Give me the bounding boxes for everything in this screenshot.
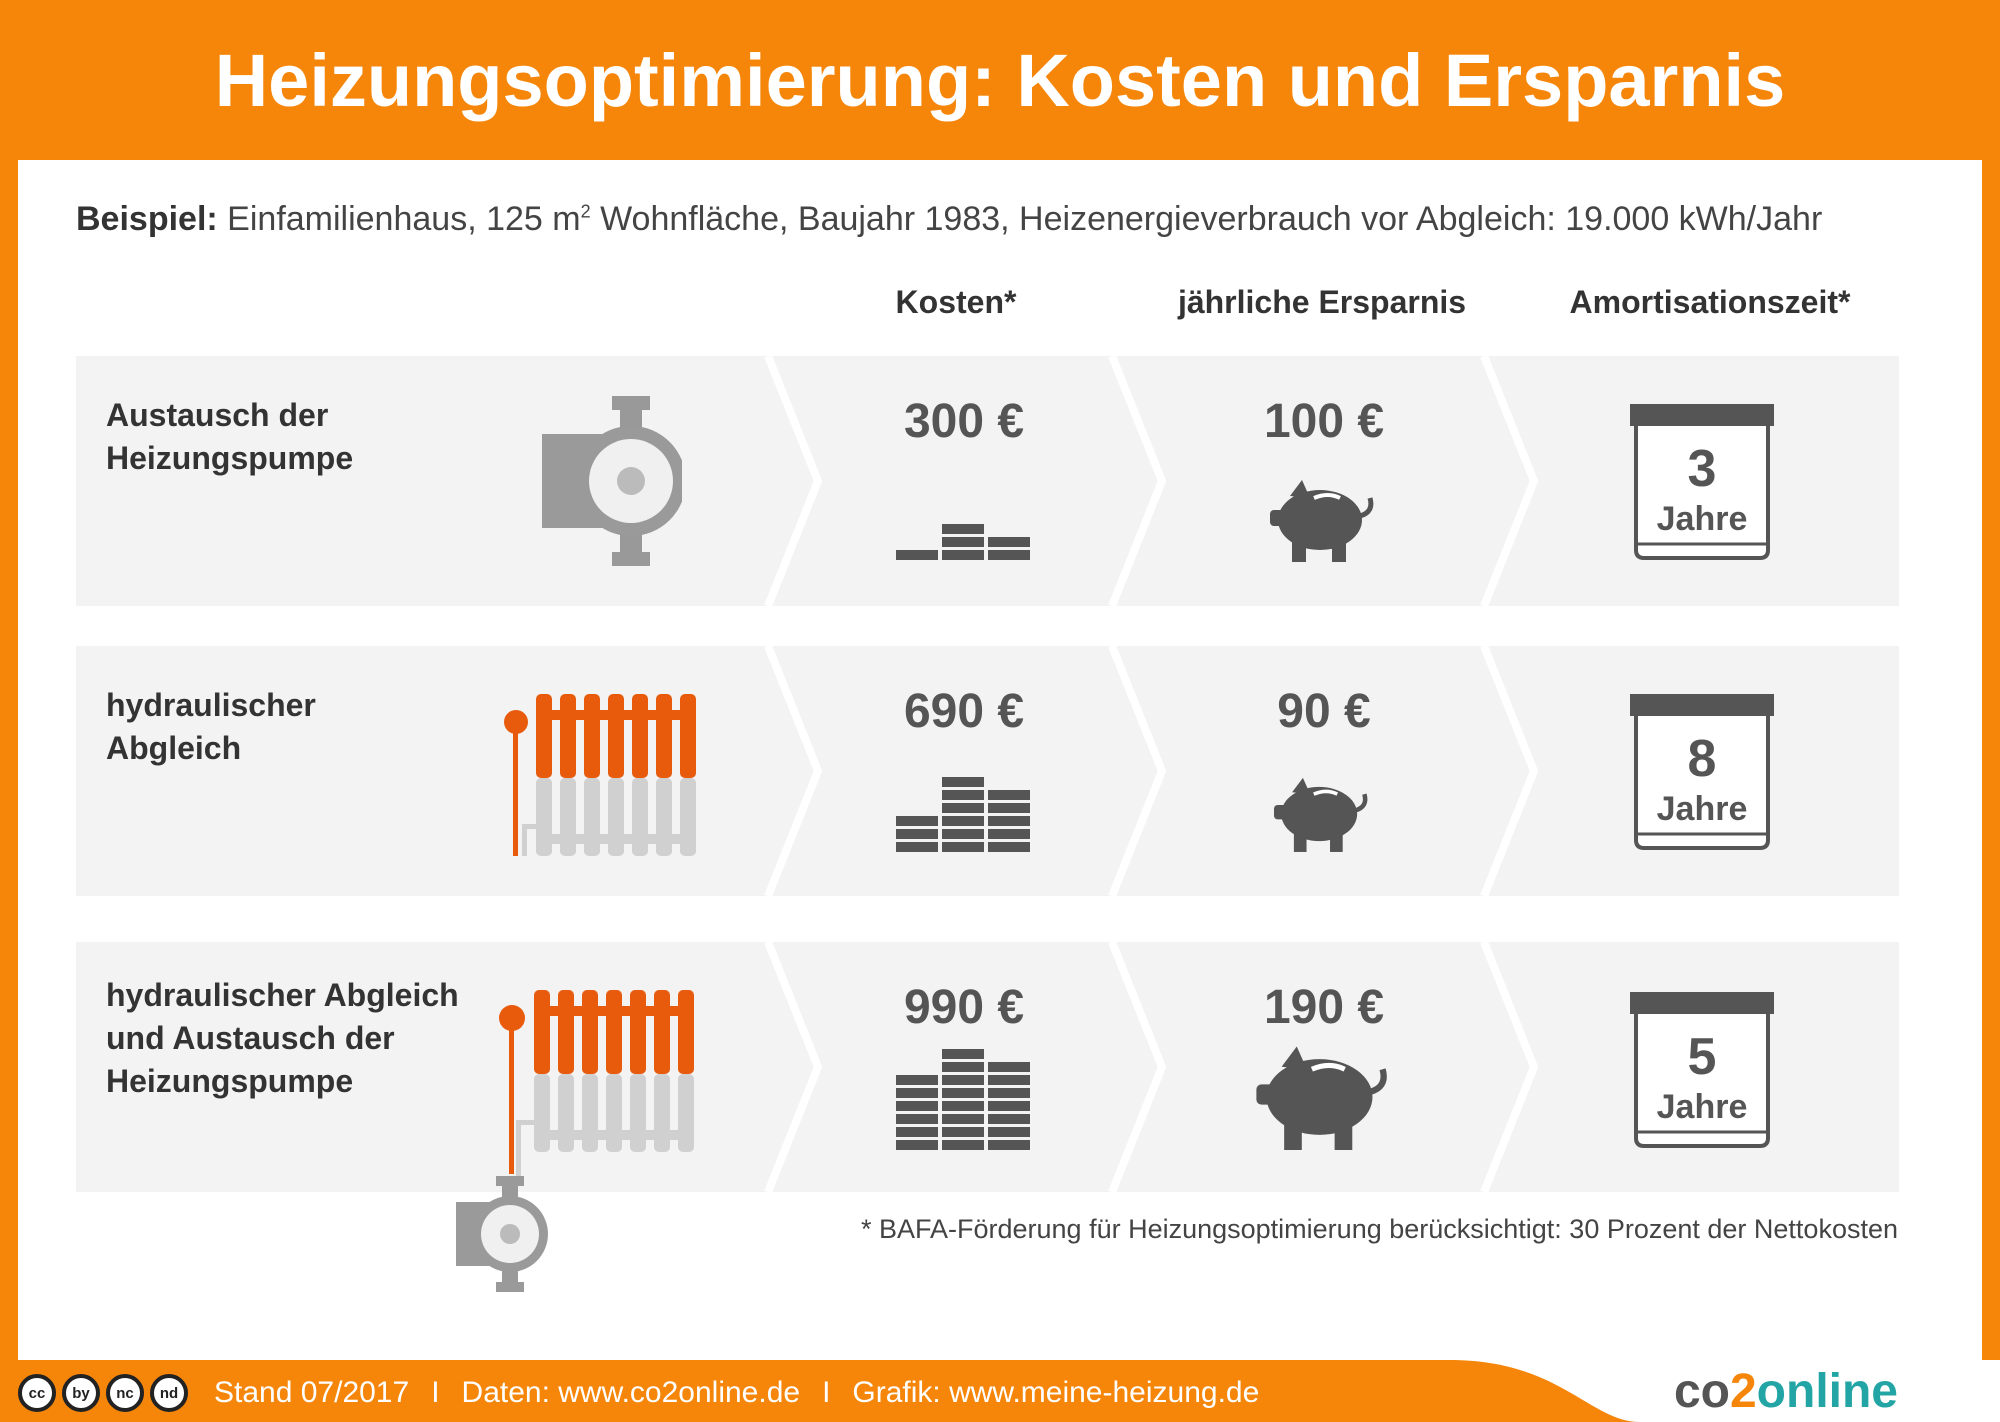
- row-label-line: Austausch der: [106, 397, 329, 433]
- row-label-line: hydraulischer: [106, 687, 316, 723]
- payback-unit: Jahre: [1657, 790, 1748, 828]
- row-label: Austausch der Heizungspumpe: [106, 394, 353, 480]
- calendar-icon: 8 Jahre: [1630, 694, 1774, 850]
- savings-value: 100 €: [1263, 395, 1385, 448]
- piggy-bank-icon: [1256, 1046, 1387, 1150]
- coin-stack-icon: [896, 1049, 1030, 1150]
- chevron-divider: [764, 356, 823, 606]
- footer-stand: Stand 07/2017: [214, 1376, 410, 1409]
- chevron-divider: [764, 646, 823, 896]
- calendar-icon: 5 Jahre: [1630, 992, 1774, 1148]
- piggy-bank-icon: [1270, 480, 1374, 562]
- row-pump-replacement: Austausch der Heizungspumpe 300 € 100 € …: [76, 356, 1899, 606]
- example-text-b: Wohnfläche, Baujahr 1983, Heizenergiever…: [600, 200, 1823, 238]
- logo-part: co: [1673, 1365, 1730, 1418]
- example-text-a: Einfamilienhaus, 125 m: [227, 200, 581, 238]
- heating-pump-icon: [542, 396, 682, 566]
- example-description: Beispiel: Einfamilienhaus, 125 m2 Wohnfl…: [76, 200, 1822, 239]
- footer-graphic-source[interactable]: Grafik: www.meine-heizung.de: [852, 1376, 1260, 1409]
- cost-value: 300 €: [903, 395, 1025, 448]
- piggy-bank-icon: [1274, 777, 1368, 852]
- row-label: hydraulischer Abgleich: [106, 684, 316, 770]
- footer-separator: I: [822, 1376, 831, 1409]
- cc-icon: cc: [18, 1374, 56, 1412]
- cost-value: 990 €: [903, 981, 1025, 1034]
- attribution-icon: by: [62, 1374, 100, 1412]
- page-title: Heizungsoptimierung: Kosten und Ersparni…: [214, 38, 1786, 122]
- license-icons: cc by nc nd: [18, 1374, 188, 1412]
- payback-years: 8: [1688, 730, 1717, 788]
- row-label: hydraulischer Abgleich und Austausch der…: [106, 974, 459, 1103]
- chevron-divider: [1480, 356, 1539, 606]
- footer-data-source[interactable]: Daten: www.co2online.de: [461, 1376, 801, 1409]
- co2online-logo[interactable]: co2online: [1674, 1364, 1898, 1419]
- savings-value: 90 €: [1277, 685, 1371, 738]
- chevron-divider: [764, 942, 823, 1192]
- row-label-line: Heizungspumpe: [106, 1063, 354, 1099]
- footer-background: [0, 1360, 2000, 1422]
- savings-value: 190 €: [1263, 981, 1385, 1034]
- radiator-with-pump-icon: [456, 990, 694, 1292]
- row-label-line: Abgleich: [106, 730, 242, 766]
- coin-stack-icon: [896, 777, 1030, 852]
- logo-part: online: [1756, 1365, 1898, 1418]
- column-header-savings: jährliche Ersparnis: [1177, 284, 1467, 320]
- payback-years: 3: [1688, 440, 1717, 498]
- chevron-divider: [1108, 646, 1167, 896]
- row-hydraulic-balancing: hydraulischer Abgleich 690 € 90 €: [76, 646, 1899, 896]
- calendar-icon: 3 Jahre: [1630, 404, 1774, 560]
- footnote: * BAFA-Förderung für Heizungsoptimierung…: [860, 1214, 1898, 1244]
- noncommercial-icon: nc: [106, 1374, 144, 1412]
- row-label-line: Heizungspumpe: [106, 440, 354, 476]
- cost-value: 690 €: [903, 685, 1025, 738]
- radiator-icon: [504, 694, 696, 856]
- row-balancing-and-pump: hydraulischer Abgleich und Austausch der…: [76, 942, 1899, 1192]
- coin-stack-icon: [896, 524, 1030, 560]
- footer-credits: Stand 07/2017 I Daten: www.co2online.de I Gr…: [214, 1376, 1259, 1410]
- row-label-line: hydraulischer Abgleich: [106, 977, 459, 1013]
- chevron-divider: [1480, 942, 1539, 1192]
- payback-years: 5: [1688, 1028, 1717, 1086]
- example-label: Beispiel:: [76, 200, 218, 238]
- column-header-cost: Kosten*: [895, 284, 1017, 320]
- footer-separator: I: [431, 1376, 440, 1409]
- logo-part: 2: [1729, 1365, 1757, 1418]
- chevron-divider: [1108, 942, 1167, 1192]
- column-header-payback: Amortisationszeit*: [1569, 284, 1851, 320]
- chevron-divider: [1108, 356, 1167, 606]
- payback-unit: Jahre: [1657, 500, 1748, 538]
- payback-unit: Jahre: [1657, 1088, 1748, 1126]
- noderivatives-icon: nd: [150, 1374, 188, 1412]
- row-label-line: und Austausch der: [106, 1020, 395, 1056]
- chevron-divider: [1480, 646, 1539, 896]
- example-superscript: 2: [580, 201, 591, 222]
